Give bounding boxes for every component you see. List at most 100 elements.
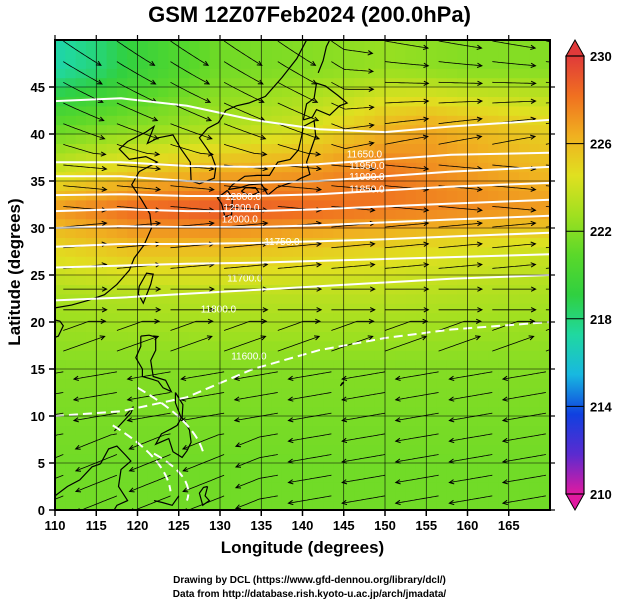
field-cell [75, 228, 87, 238]
field-cell [292, 171, 304, 182]
field-cell [343, 322, 355, 332]
field-cell [55, 378, 66, 389]
streamline [384, 336, 427, 352]
field-cell [137, 406, 149, 417]
field-cell [209, 472, 221, 483]
streamline-arrowhead [530, 220, 537, 227]
field-cell [539, 472, 550, 483]
field-cell [446, 500, 458, 510]
field-cell [240, 453, 252, 464]
field-cell [292, 96, 304, 107]
streamline [277, 102, 319, 121]
field-cell [199, 105, 211, 116]
field-cell [158, 359, 169, 370]
streamline-arrowhead [341, 437, 348, 444]
field-cell [529, 171, 541, 182]
field-cell [127, 68, 139, 79]
contour-label: 12000.0 [223, 203, 260, 214]
field-cell [385, 246, 396, 257]
field-cell [116, 115, 128, 126]
field-cell [55, 265, 66, 276]
field-cell [302, 397, 314, 408]
field-cell [116, 434, 128, 445]
field-cell [96, 162, 108, 173]
field-cell [96, 49, 108, 60]
field-cell [158, 134, 169, 144]
field-cell [147, 359, 159, 370]
field-cell [364, 275, 376, 285]
streamline [395, 412, 439, 421]
streamline-arrowhead [448, 396, 455, 402]
field-cell [508, 115, 520, 126]
streamline [492, 264, 536, 269]
field-cell [281, 171, 293, 182]
field-cell [539, 68, 550, 79]
field-cell [508, 87, 520, 97]
streamline-arrowhead [501, 417, 508, 423]
field-cell [364, 265, 376, 276]
field-cell [312, 265, 324, 276]
field-cell [312, 350, 324, 361]
field-cell [405, 58, 417, 69]
field-cell [488, 162, 499, 173]
field-cell [292, 500, 304, 510]
field-cell [199, 369, 211, 379]
field-cell [323, 68, 334, 79]
field-cell [240, 397, 252, 408]
field-cell [96, 387, 108, 398]
field-cell [127, 152, 139, 163]
field-cell [529, 105, 541, 116]
streamline [223, 336, 266, 352]
field-cell [147, 181, 159, 191]
height-contour-8 [55, 274, 550, 302]
field-cell [395, 190, 407, 201]
field-cell [323, 369, 334, 379]
field-cell [116, 49, 128, 60]
field-cell [477, 209, 489, 220]
field-cell [405, 275, 417, 285]
field-cell [240, 331, 252, 342]
field-cell [292, 406, 304, 417]
field-cell [230, 68, 242, 79]
field-cell [250, 218, 262, 229]
field-cell [96, 397, 108, 408]
field-cell [498, 303, 510, 314]
field-cell [178, 77, 190, 88]
field-cell [106, 58, 118, 69]
field-cell [343, 237, 355, 248]
streamline [331, 185, 375, 190]
field-cell [333, 481, 345, 492]
contour-label: 11700.0 [227, 274, 263, 285]
streamline [331, 142, 374, 150]
streamline-arrowhead [501, 396, 508, 402]
field-cell [385, 434, 396, 445]
field-cell [395, 369, 407, 379]
field-cell [395, 397, 407, 408]
streamline [170, 336, 212, 352]
field-cell [147, 105, 159, 116]
field-cell [137, 58, 149, 69]
field-cell [240, 406, 252, 417]
streamline-arrowhead [394, 375, 401, 381]
streamline-arrowhead [311, 79, 318, 85]
field-cell [457, 237, 469, 248]
field-cell [199, 322, 211, 332]
streamline [223, 61, 263, 85]
field-cell [106, 246, 118, 257]
field-cell [488, 228, 499, 238]
streamline [224, 185, 268, 190]
streamline-arrowhead [584, 242, 589, 246]
field-cell [343, 190, 355, 201]
field-cell [55, 40, 66, 50]
field-cell [415, 303, 427, 314]
field-cell [385, 49, 396, 60]
streamline-arrowhead [476, 62, 483, 68]
field-cell [65, 322, 77, 332]
field-cell [498, 190, 510, 201]
field-cell [395, 481, 407, 492]
field-cell [488, 491, 499, 502]
field-cell [395, 387, 407, 398]
field-cell [385, 322, 396, 332]
field-cell [302, 491, 314, 502]
